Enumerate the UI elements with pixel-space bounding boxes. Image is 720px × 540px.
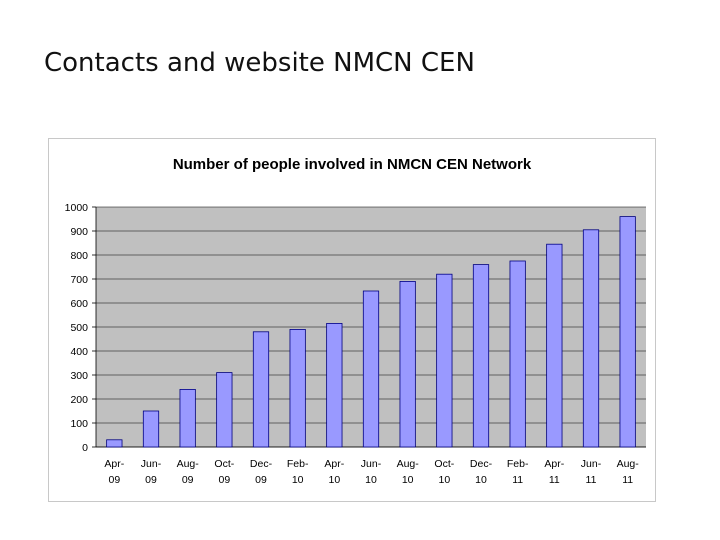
x-tick-label: Aug- [617, 458, 640, 470]
x-tick-label: Apr- [324, 458, 344, 470]
x-tick-label-year: 09 [182, 474, 194, 486]
x-tick-label: Apr- [104, 458, 124, 470]
x-tick-label: Apr- [544, 458, 564, 470]
x-tick-label-year: 10 [438, 474, 450, 486]
x-tick-label-year: 10 [402, 474, 414, 486]
y-tick-label: 600 [70, 298, 88, 310]
bar-chart: Number of people involved in NMCN CEN Ne… [65, 156, 646, 486]
x-tick-label: Feb- [287, 458, 309, 470]
y-tick-label: 1000 [65, 202, 89, 214]
bar [179, 388, 196, 448]
x-tick-label-year: 11 [549, 474, 560, 486]
x-tick-label: Jun- [361, 458, 382, 470]
y-tick-label: 800 [70, 250, 88, 262]
y-tick-label: 900 [70, 226, 88, 238]
x-tick-label-year: 10 [292, 474, 304, 486]
y-tick-label: 0 [82, 442, 88, 454]
x-tick-label: Jun- [141, 458, 162, 470]
bar [142, 410, 160, 448]
bar [619, 216, 636, 448]
bar [362, 290, 380, 448]
bar [509, 260, 526, 448]
x-tick-label: Oct- [214, 458, 234, 470]
bar [216, 372, 233, 448]
chart-frame: Number of people involved in NMCN CEN Ne… [48, 138, 656, 502]
y-tick-label: 400 [70, 346, 88, 358]
bar [252, 331, 270, 448]
x-tick-label-year: 10 [328, 474, 340, 486]
bar [546, 243, 563, 448]
y-tick-label: 300 [70, 370, 88, 382]
x-tick-label-year: 10 [365, 474, 377, 486]
x-tick-label-year: 11 [512, 474, 523, 486]
x-tick-label-year: 09 [108, 474, 120, 486]
x-tick-label: Jun- [581, 458, 602, 470]
bar [399, 280, 416, 448]
bar [472, 264, 490, 448]
x-tick-label-year: 09 [218, 474, 230, 486]
bar [436, 273, 453, 448]
x-tick-label: Aug- [177, 458, 200, 470]
x-tick-label: Dec- [250, 458, 273, 470]
slide-title: Contacts and website NMCN CEN [44, 48, 475, 78]
x-tick-label-year: 10 [475, 474, 487, 486]
chart-title: Number of people involved in NMCN CEN Ne… [173, 156, 532, 173]
plot-area: 0 100 200 300 400 500 600 700 800 900 1000 Apr- 09 Ju… [65, 202, 646, 486]
x-tick-label-year: 09 [145, 474, 157, 486]
y-tick-label: 700 [70, 274, 88, 286]
y-tick-label: 500 [70, 322, 88, 334]
x-tick-label: Aug- [397, 458, 420, 470]
x-tick-label-year: 11 [622, 474, 633, 486]
bar [106, 439, 123, 448]
x-tick-label-year: 11 [586, 474, 597, 486]
y-tick-label: 200 [70, 394, 88, 406]
y-tick-label: 100 [70, 418, 88, 430]
x-tick-label-year: 09 [255, 474, 267, 486]
x-tick-label: Oct- [434, 458, 454, 470]
x-tick-label: Feb- [507, 458, 529, 470]
bar [326, 322, 343, 448]
bar [289, 328, 306, 448]
bar [582, 229, 600, 448]
x-tick-label: Dec- [470, 458, 493, 470]
